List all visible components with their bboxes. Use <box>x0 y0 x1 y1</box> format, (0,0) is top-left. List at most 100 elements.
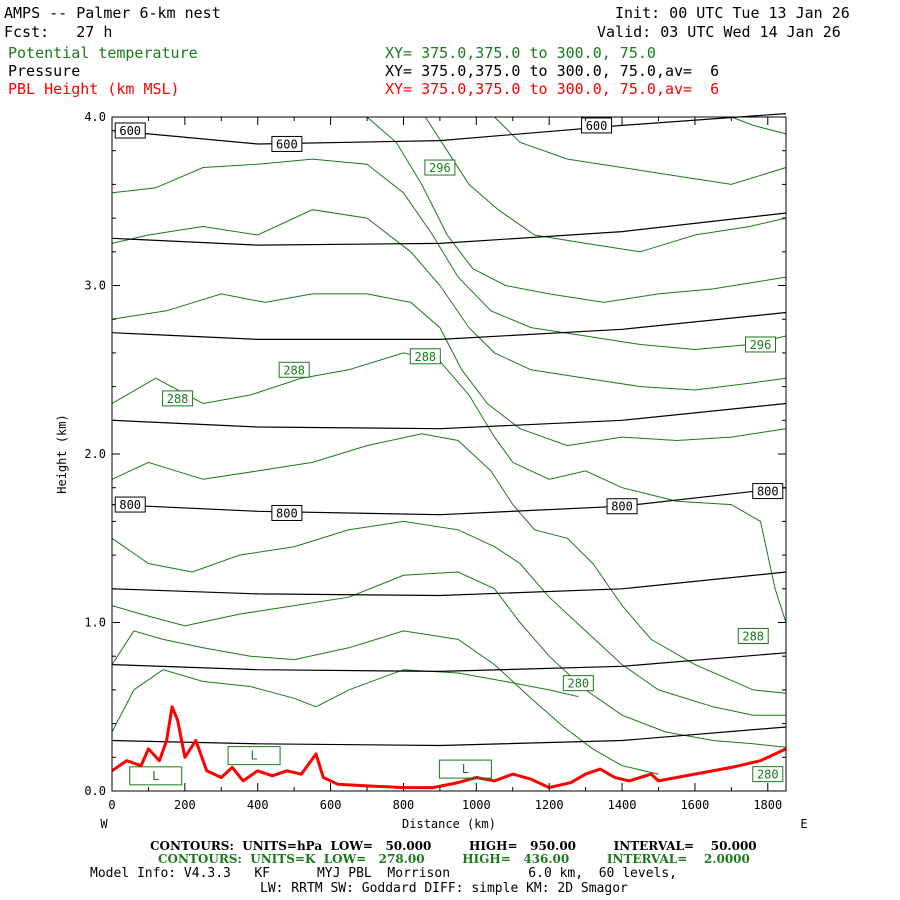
theta-contour-3 <box>111 520 786 716</box>
pressure-label-800-0-text: 800 <box>119 498 141 512</box>
pressure-label-800-0-box <box>114 496 146 513</box>
init-time: Init: 00 UTC Tue 13 Jan 26 <box>615 4 850 22</box>
pressure-label-600-2: 600 <box>581 117 613 134</box>
field-theta-xy: XY= 375.0,375.0 to 300.0, 75.0 <box>385 44 656 62</box>
theta-label-5-box <box>737 627 769 644</box>
low-marker-0: L <box>129 766 183 786</box>
x-tick-label-400: 400 <box>247 798 269 812</box>
low-marker-2: L <box>438 759 492 779</box>
low-marker-text-1: L <box>250 749 257 763</box>
x-axis-label: Distance (km) <box>402 817 496 831</box>
theta-label-7-box <box>752 766 784 783</box>
theta-label-5: 288 <box>737 627 769 644</box>
pressure-contour-900 <box>111 652 787 673</box>
footer-pressure-contours: CONTOURS: UNITS=hPa LOW= 50.000 HIGH= 95… <box>150 839 757 853</box>
low-marker-text-2: L <box>462 762 469 776</box>
pressure-label-800-1: 800 <box>271 504 303 521</box>
pressure-contour-850 <box>111 571 787 597</box>
x-tick-label-0: 0 <box>108 798 115 812</box>
x-tick-label-800: 800 <box>393 798 415 812</box>
low-marker-box-0 <box>129 766 183 786</box>
theta-label-6-box <box>562 675 594 692</box>
pressure-label-600-2-text: 600 <box>586 119 608 133</box>
y-axis-label: Height (km) <box>55 414 69 493</box>
footer-model-info: Model Info: V4.3.3 KF MYJ PBL Morrison 6… <box>90 866 677 881</box>
theta-contour-1 <box>111 630 659 775</box>
x-tick-label-600: 600 <box>320 798 342 812</box>
field-pressure-name: Pressure <box>8 62 81 80</box>
y-tick-label-0.0: 0.0 <box>84 784 106 798</box>
theta-label-0-box <box>424 159 456 176</box>
footer-physics-info: LW: RRTM SW: Goddard DIFF: simple KM: 2D… <box>260 881 628 896</box>
axes: 0 200 400 600 800 1000 1200 1400 1600 1800 0.0 1.0 2… <box>84 110 786 812</box>
pressure-label-600-1-box <box>271 135 303 152</box>
pressure-label-800-1-box <box>271 504 303 521</box>
theta-contour-0 <box>111 669 579 733</box>
pressure-label-800-0: 800 <box>114 496 146 513</box>
forecast-hour: Fcst: 27 h <box>4 23 113 41</box>
theta-contour-10 <box>424 116 787 253</box>
theta-label-2-box <box>409 348 441 365</box>
footer-theta-contours: CONTOURS: UNITS=K LOW= 278.00 HIGH= 436.… <box>158 852 750 866</box>
contour-labels: 600 600 600 800 800 800 800 296 288 288 288 296 288 2… <box>114 117 784 786</box>
x-tick-label-1200: 1200 <box>535 798 564 812</box>
theta-contour-7 <box>111 209 787 391</box>
low-marker-box-2 <box>438 759 492 779</box>
field-pbl-xy: XY= 375.0,375.0 to 300.0, 75.0,av= 6 <box>385 80 720 98</box>
pressure-contours <box>111 113 787 747</box>
pbl-height-line <box>111 705 787 790</box>
theta-label-6: 280 <box>562 675 594 692</box>
low-marker-text-0: L <box>152 769 159 783</box>
theta-label-0-text: 296 <box>429 161 451 175</box>
pressure-label-800-3-text: 800 <box>757 485 779 499</box>
theta-label-5-text: 288 <box>742 629 764 643</box>
theta-contours <box>111 116 787 775</box>
pressure-label-800-2: 800 <box>606 498 638 515</box>
theta-label-4-box <box>744 336 776 353</box>
chart-title: AMPS -- Palmer 6-km nest <box>4 4 221 22</box>
theta-contour-11 <box>494 116 787 185</box>
pressure-label-600-0-text: 600 <box>119 124 141 138</box>
theta-contour-9 <box>366 116 787 303</box>
low-marker-1: L <box>227 746 281 766</box>
pressure-label-800-1-text: 800 <box>276 506 298 520</box>
pressure-contour-650 <box>111 212 787 246</box>
theta-contour-12 <box>731 116 787 135</box>
theta-label-7-text: 280 <box>757 768 779 782</box>
x-tick-label-200: 200 <box>174 798 196 812</box>
pressure-label-800-3: 800 <box>752 483 784 500</box>
pressure-label-800-2-text: 800 <box>611 500 633 514</box>
theta-label-4: 296 <box>744 336 776 353</box>
pressure-label-600-0: 600 <box>114 122 146 139</box>
x-axis-west-label: W <box>100 817 108 831</box>
theta-contour-4 <box>111 433 787 694</box>
pressure-contour-600 <box>111 113 787 145</box>
x-tick-label-1800: 1800 <box>753 798 782 812</box>
field-pbl-name: PBL Height (km MSL) <box>8 80 180 98</box>
pressure-label-800-3-box <box>752 483 784 500</box>
x-tick-label-1400: 1400 <box>608 798 637 812</box>
theta-label-3: 288 <box>162 390 194 407</box>
x-axis-east-label: E <box>800 817 807 831</box>
pressure-label-600-2-box <box>581 117 613 134</box>
theta-label-4-text: 296 <box>750 338 772 352</box>
x-tick-label-1600: 1600 <box>680 798 709 812</box>
theta-contour-5 <box>111 352 787 623</box>
plot-frame <box>111 116 787 792</box>
theta-label-2-text: 288 <box>414 350 436 364</box>
theta-label-7: 280 <box>752 766 784 783</box>
pressure-contour-750 <box>111 402 787 430</box>
theta-label-3-box <box>162 390 194 407</box>
valid-time: Valid: 03 UTC Wed 14 Jan 26 <box>597 23 841 41</box>
theta-contour-2 <box>111 571 787 748</box>
theta-label-1: 288 <box>278 361 310 378</box>
y-tick-label-3.0: 3.0 <box>84 279 106 293</box>
y-tick-label-1.0: 1.0 <box>84 616 106 630</box>
pressure-contour-950 <box>111 726 787 747</box>
theta-label-0: 296 <box>424 159 456 176</box>
pressure-contour-700 <box>111 311 787 340</box>
y-tick-label-2.0: 2.0 <box>84 447 106 461</box>
x-tick-label-1000: 1000 <box>462 798 491 812</box>
theta-label-2: 288 <box>409 348 441 365</box>
